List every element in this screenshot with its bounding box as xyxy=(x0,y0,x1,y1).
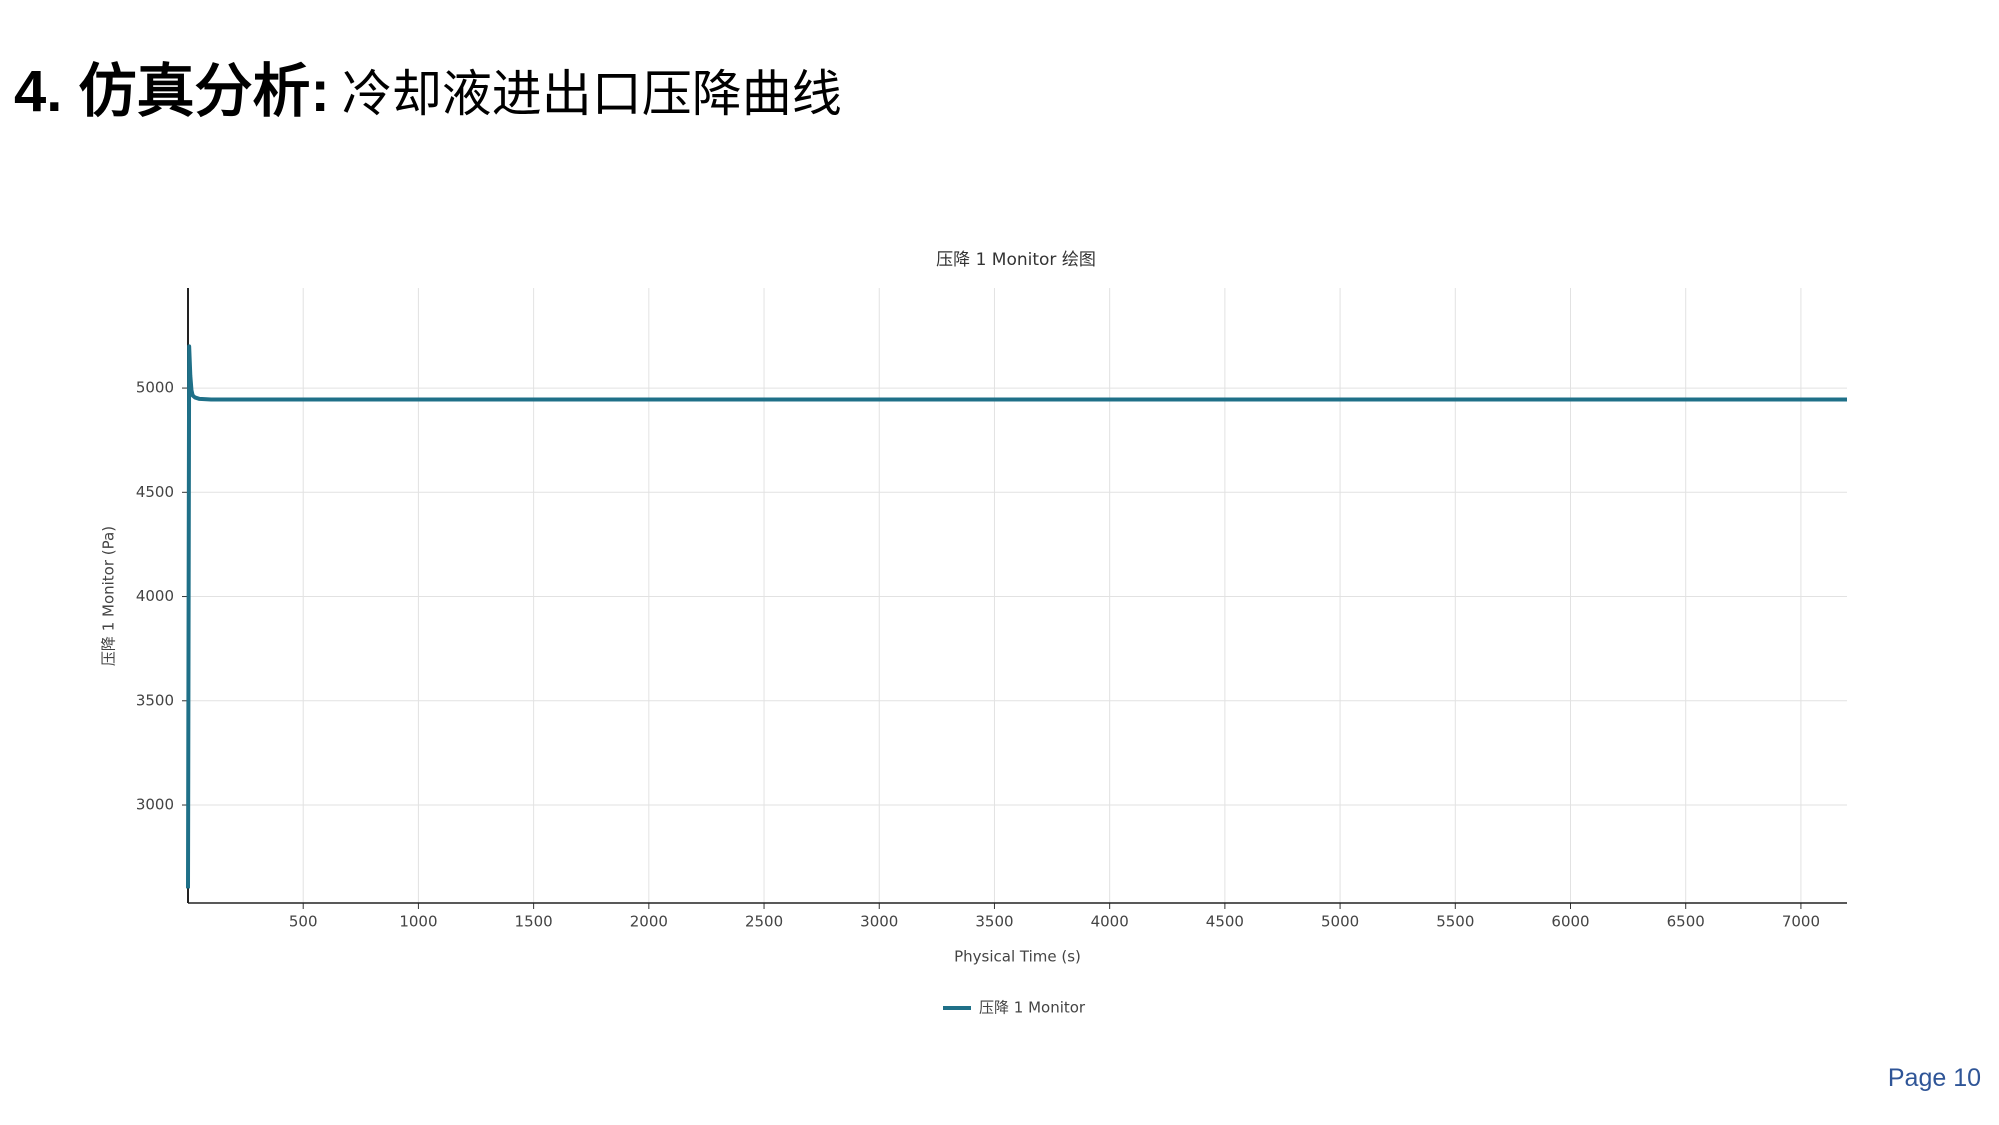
data-line xyxy=(186,344,1847,889)
chart-title: 压降 1 Monitor 绘图 xyxy=(936,250,1096,270)
x-tick-label: 7000 xyxy=(1782,913,1820,931)
x-tick-label: 6000 xyxy=(1551,913,1589,931)
y-tick-label: 4000 xyxy=(136,587,174,605)
x-tick-label: 5500 xyxy=(1436,913,1474,931)
page-number: Page 10 xyxy=(1887,1064,1981,1092)
y-axis-label: 压降 1 Monitor (Pa) xyxy=(100,526,118,666)
y-tick-label: 5000 xyxy=(136,379,174,397)
x-tick-label: 3000 xyxy=(860,913,898,931)
x-tick-label: 1500 xyxy=(515,913,553,931)
x-axis-label: Physical Time (s) xyxy=(954,948,1081,966)
x-tick-label: 4000 xyxy=(1091,913,1129,931)
title-bold: 4. 仿真分析: xyxy=(14,59,330,124)
x-tick-label: 6500 xyxy=(1667,913,1705,931)
x-tick-label: 4500 xyxy=(1206,913,1244,931)
legend-label: 压降 1 Monitor xyxy=(979,999,1086,1017)
slide-title: 4. 仿真分析: 冷却液进出口压降曲线 xyxy=(14,44,842,128)
x-tick-label: 5000 xyxy=(1321,913,1359,931)
x-tick-label: 1000 xyxy=(399,913,437,931)
x-tick-label: 2000 xyxy=(630,913,668,931)
title-rest: 冷却液进出口压降曲线 xyxy=(341,66,842,122)
x-tick-label: 2500 xyxy=(745,913,783,931)
y-tick-label: 3500 xyxy=(136,691,174,709)
y-tick-label: 3000 xyxy=(136,796,174,814)
y-tick-label: 4500 xyxy=(136,483,174,501)
x-tick-label: 3500 xyxy=(975,913,1013,931)
x-tick-label: 500 xyxy=(289,913,318,931)
